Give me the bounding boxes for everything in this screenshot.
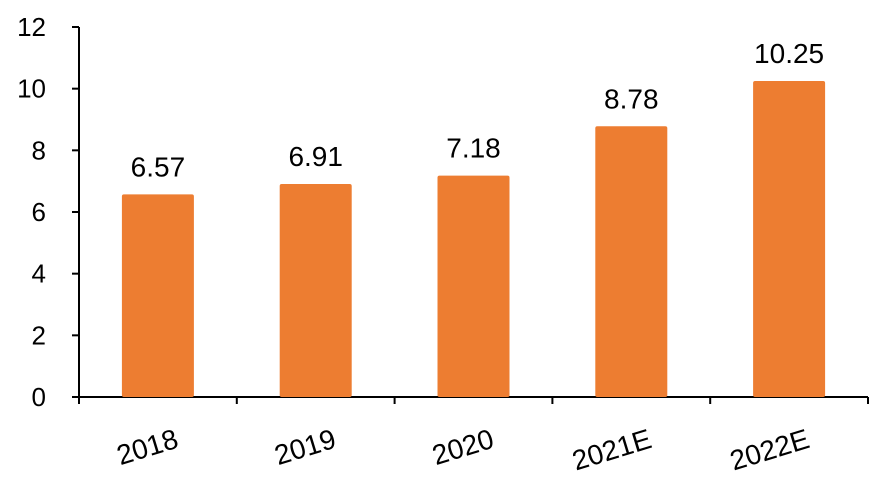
bar-2018 [121,194,194,397]
bars [121,80,826,398]
x-tick-label-2020: 2020 [429,423,498,471]
y-tick-label: 2 [32,320,46,350]
y-tick-label: 4 [32,259,46,289]
y-tick-label: 10 [17,74,46,104]
x-tick-label-2022e: 2022E [726,423,812,476]
data-label-2020: 7.18 [446,133,501,164]
y-tick-label: 8 [32,135,46,165]
bar-2021e [595,126,668,398]
bar-2022e [753,80,826,397]
y-tick-label: 0 [32,382,46,412]
bar-2020 [437,175,510,397]
y-tick-label: 6 [32,197,46,227]
data-label-2019: 6.91 [288,141,343,172]
bar-2019 [279,183,352,397]
x-axis: 2018 2019 2020 2021E 2022E [78,396,869,476]
data-label-2018: 6.57 [131,151,186,182]
x-tick-label-2021e: 2021E [569,423,655,476]
x-tick-label-2019: 2019 [271,423,340,471]
x-tick-label-2018: 2018 [113,423,182,471]
data-label-2021e: 8.78 [604,83,659,114]
y-axis: 0 2 4 6 8 10 12 [17,12,80,412]
y-tick-label: 12 [17,12,46,42]
data-label-2022e: 10.25 [754,38,824,69]
data-labels: 6.57 6.91 7.18 8.78 10.25 [131,38,824,182]
